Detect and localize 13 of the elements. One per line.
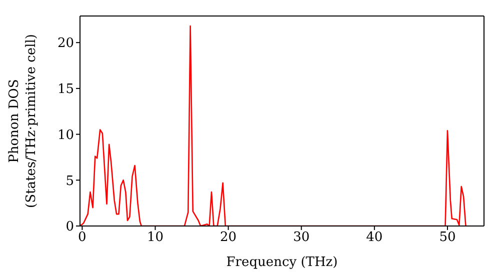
y-tick-label: 20 bbox=[57, 36, 74, 52]
y-axis-title: Phonon DOS (States/THz·primitive cell) bbox=[7, 34, 39, 208]
y-tick-label: 10 bbox=[57, 128, 74, 143]
x-tick-label: 20 bbox=[220, 230, 237, 246]
x-axis-title: Frequency (THz) bbox=[226, 255, 338, 270]
x-tick-label: 0 bbox=[78, 230, 86, 246]
y-tick-label: 15 bbox=[57, 82, 74, 98]
x-tick-label: 50 bbox=[439, 230, 456, 246]
x-tick-label: 40 bbox=[366, 230, 383, 246]
y-tick-label: 0 bbox=[66, 220, 74, 235]
x-tick-label: 10 bbox=[146, 230, 164, 246]
y-tick-label: 5 bbox=[66, 174, 74, 189]
x-tick-label: 30 bbox=[293, 230, 310, 246]
